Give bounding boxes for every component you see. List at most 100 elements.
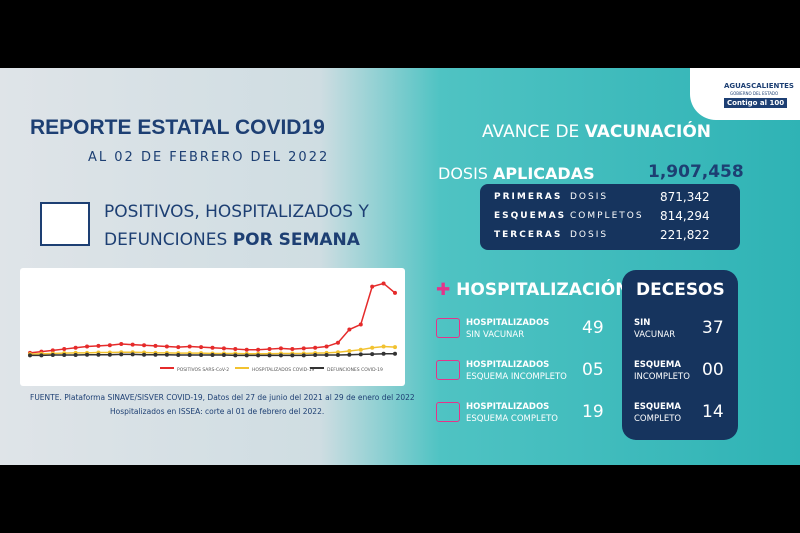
point — [130, 352, 135, 357]
point — [335, 350, 340, 355]
point — [62, 347, 67, 352]
point — [313, 345, 318, 350]
weekly-heading: POR SEMANA — [232, 230, 360, 250]
hosp-title: HOSPITALIZACIÓN — [456, 280, 630, 300]
point — [176, 345, 181, 350]
point — [142, 343, 147, 348]
point — [370, 345, 375, 350]
vacc-box — [480, 184, 740, 250]
point — [256, 353, 261, 358]
point — [210, 353, 215, 358]
point — [164, 344, 169, 349]
legend-label: POSITIVOS SARS-CoV-2 — [177, 367, 229, 373]
hosp-icon — [436, 402, 460, 422]
panel: AGUASCALIENTES GOBIERNO DEL ESTADO Conti… — [0, 68, 800, 465]
hosp-label: HOSPITALIZADOS — [466, 318, 550, 328]
point — [381, 351, 386, 356]
hosp-label: ESQUEMA COMPLETO — [466, 414, 558, 424]
hosp-icon — [436, 360, 460, 380]
point — [393, 345, 397, 350]
vacc-title: AVANCE DE — [482, 122, 585, 142]
death-value: 14 — [702, 402, 724, 422]
point — [153, 352, 158, 357]
point — [85, 344, 90, 349]
point — [96, 352, 101, 357]
point — [221, 353, 226, 358]
weekly-heading: POSITIVOS, HOSPITALIZADOS Y — [104, 202, 369, 222]
point — [85, 352, 90, 357]
point — [290, 353, 295, 358]
point — [233, 347, 238, 352]
death-label: SIN — [634, 318, 651, 328]
vacc-title: VACUNACIÓN — [584, 122, 711, 142]
point — [324, 353, 329, 358]
dose-label: PRIMERAS — [494, 192, 563, 202]
point — [313, 353, 318, 358]
logo-state: AGUASCALIENTES — [724, 82, 794, 90]
point — [96, 343, 101, 348]
death-value: 00 — [702, 360, 724, 380]
dose-label: TERCERAS — [494, 230, 563, 240]
dose-label: DOSIS — [570, 192, 609, 202]
point — [199, 353, 204, 358]
point — [107, 343, 112, 348]
point — [324, 344, 329, 349]
point — [176, 353, 181, 358]
point — [50, 353, 55, 358]
point — [347, 348, 352, 353]
chart-bg — [20, 268, 405, 386]
point — [39, 353, 44, 358]
death-label: ESQUEMA — [634, 402, 681, 412]
point — [187, 353, 192, 358]
point — [370, 284, 375, 289]
point — [28, 353, 32, 358]
point — [62, 353, 67, 358]
dose-label: COMPLETOS — [570, 211, 644, 221]
point — [119, 352, 124, 357]
deaths-title: DECESOS — [636, 280, 725, 300]
point — [358, 352, 363, 357]
death-label: ESQUEMA — [634, 360, 681, 370]
point — [73, 353, 78, 358]
applied-label: DOSIS — [438, 164, 494, 183]
legend-label: HOSPITALIZADOS COVID-19 — [252, 367, 315, 373]
legend-label: DEFUNCIONES COVID-19 — [327, 367, 383, 373]
hosp-value: 19 — [582, 402, 604, 422]
point — [290, 347, 295, 352]
source: Hospitalizados en ISSEA: corte al 01 de … — [110, 407, 325, 416]
hosp-icon — [436, 318, 460, 338]
point — [244, 353, 249, 358]
dose-value: 814,294 — [660, 209, 710, 223]
death-value: 37 — [702, 318, 724, 338]
date: AL 02 DE FEBRERO DEL 2022 — [88, 150, 330, 165]
dose-value: 871,342 — [660, 190, 710, 204]
point — [335, 340, 340, 345]
logo-slogan: Contigo al 100 — [724, 98, 788, 108]
point — [256, 347, 261, 352]
applied-label: APLICADAS — [493, 164, 595, 183]
hosp-value: 05 — [582, 360, 604, 380]
point — [187, 344, 192, 349]
point — [164, 352, 169, 357]
hospital-icon — [40, 202, 90, 246]
point — [107, 352, 112, 357]
point — [301, 346, 306, 351]
hosp-value: 49 — [582, 318, 604, 338]
point — [347, 352, 352, 357]
source: FUENTE. Plataforma SINAVE/SISVER COVID-1… — [30, 393, 415, 402]
title: REPORTE ESTATAL COVID19 — [30, 116, 325, 139]
point — [278, 353, 283, 358]
death-label: VACUNAR — [634, 330, 676, 340]
hosp-label: HOSPITALIZADOS — [466, 402, 550, 412]
deaths-box — [622, 270, 738, 440]
point — [210, 345, 215, 350]
point — [119, 342, 124, 347]
point — [73, 345, 78, 350]
point — [50, 348, 55, 353]
point — [347, 327, 352, 332]
hosp-label: ESQUEMA INCOMPLETO — [466, 372, 567, 382]
point — [130, 342, 135, 347]
point — [221, 346, 226, 351]
weekly-chart: POSITIVOS SARS-CoV-2 HOSPITALIZADOS COVID… — [20, 268, 405, 386]
